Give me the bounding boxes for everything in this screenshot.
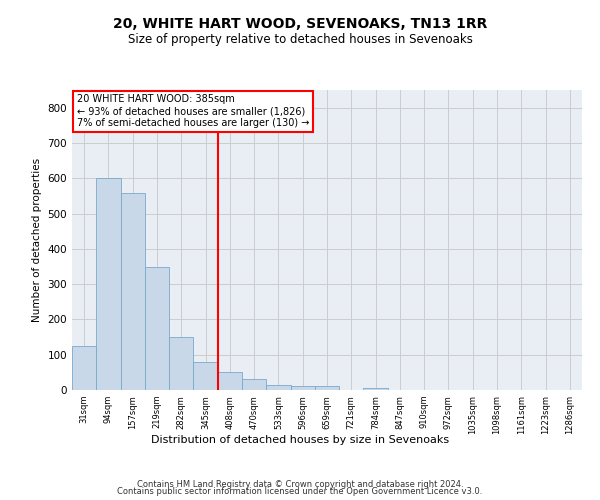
Bar xyxy=(315,386,339,390)
Bar xyxy=(193,362,218,390)
Bar xyxy=(72,346,96,390)
Y-axis label: Number of detached properties: Number of detached properties xyxy=(32,158,42,322)
Bar xyxy=(121,193,145,390)
Bar xyxy=(364,388,388,390)
Text: Size of property relative to detached houses in Sevenoaks: Size of property relative to detached ho… xyxy=(128,32,472,46)
Text: 20, WHITE HART WOOD, SEVENOAKS, TN13 1RR: 20, WHITE HART WOOD, SEVENOAKS, TN13 1RR xyxy=(113,18,487,32)
Bar xyxy=(96,178,121,390)
Text: Contains public sector information licensed under the Open Government Licence v3: Contains public sector information licen… xyxy=(118,488,482,496)
Text: Distribution of detached houses by size in Sevenoaks: Distribution of detached houses by size … xyxy=(151,435,449,445)
Text: Contains HM Land Registry data © Crown copyright and database right 2024.: Contains HM Land Registry data © Crown c… xyxy=(137,480,463,489)
Bar xyxy=(145,267,169,390)
Text: 20 WHITE HART WOOD: 385sqm
← 93% of detached houses are smaller (1,826)
7% of se: 20 WHITE HART WOOD: 385sqm ← 93% of deta… xyxy=(77,94,310,128)
Bar xyxy=(169,337,193,390)
Bar xyxy=(290,386,315,390)
Bar xyxy=(218,372,242,390)
Bar xyxy=(242,380,266,390)
Bar xyxy=(266,385,290,390)
